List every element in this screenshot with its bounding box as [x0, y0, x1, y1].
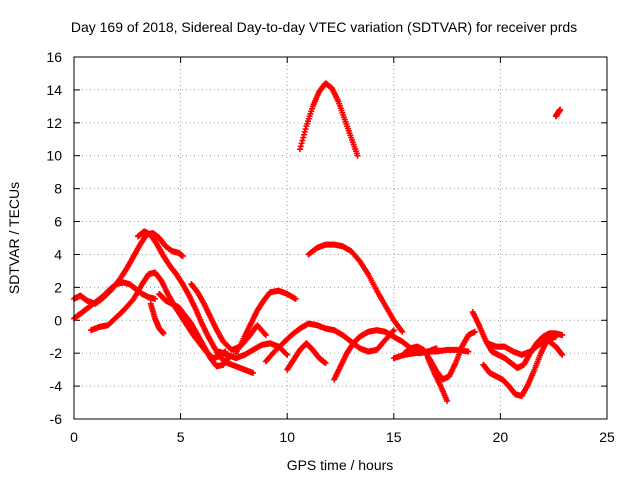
- series-arc-6: [156, 290, 233, 370]
- data-point: [179, 253, 186, 260]
- plot-frame: [73, 56, 608, 420]
- series-arc-18: [469, 309, 566, 371]
- data-point: [284, 351, 291, 358]
- series-arc-9: [233, 287, 299, 357]
- data-point: [262, 332, 269, 339]
- series-arc-19: [484, 337, 566, 358]
- y-tick-label: 4: [54, 246, 62, 262]
- x-tick-label: 10: [279, 429, 295, 445]
- y-tick-label: 16: [46, 49, 62, 65]
- series-arc-13: [305, 241, 406, 335]
- data-point: [557, 106, 564, 113]
- y-tick-label: 6: [54, 214, 62, 230]
- x-axis-label: GPS time / hours: [287, 457, 394, 473]
- data-point: [471, 328, 478, 335]
- axis-ticks: 0 5 10 15 20 25 -6 -4 -2 0 2 4 6 8 10 12 14 16: [46, 49, 615, 445]
- y-tick-label: 10: [46, 148, 62, 164]
- data-point: [399, 328, 406, 335]
- series-arc-2: [71, 279, 159, 322]
- data-point: [354, 152, 361, 159]
- y-tick-label: -6: [50, 411, 63, 427]
- chart-title: Day 169 of 2018, Sidereal Day-to-day VTE…: [71, 19, 577, 35]
- data-point: [322, 360, 329, 367]
- series-arc-17: [424, 355, 451, 404]
- x-tick-label: 15: [386, 429, 402, 445]
- data-point: [552, 333, 559, 340]
- x-tick-label: 5: [177, 429, 185, 445]
- y-tick-label: 8: [54, 181, 62, 197]
- series-arc-21: [552, 106, 564, 120]
- y-tick-label: 12: [46, 115, 62, 131]
- data-point: [283, 350, 290, 357]
- y-tick-label: -4: [50, 378, 63, 394]
- y-tick-label: 14: [46, 82, 62, 98]
- data-point: [250, 369, 257, 376]
- x-tick-label: 25: [599, 429, 615, 445]
- data-point: [444, 397, 451, 404]
- series-arc-20: [480, 333, 559, 399]
- y-tick-label: -2: [50, 345, 63, 361]
- y-tick-label: 2: [54, 279, 62, 295]
- data-point: [292, 295, 299, 302]
- data-point: [559, 351, 566, 358]
- data-point: [559, 332, 566, 339]
- series-arc-4: [134, 228, 257, 376]
- data-point: [152, 295, 159, 302]
- x-tick-label: 0: [70, 429, 78, 445]
- data-point: [465, 348, 472, 355]
- data-point: [390, 327, 397, 334]
- series-arc-12: [296, 80, 361, 159]
- series-arc-11: [284, 340, 329, 373]
- y-axis-label: SDTVAR / TECUs: [6, 182, 22, 294]
- series-arc-10: [262, 320, 397, 365]
- x-tick-label: 20: [493, 429, 509, 445]
- y-tick-label: 0: [54, 312, 62, 328]
- data-point: [160, 330, 167, 337]
- series-arc-5: [147, 300, 167, 337]
- data-points: [71, 80, 566, 404]
